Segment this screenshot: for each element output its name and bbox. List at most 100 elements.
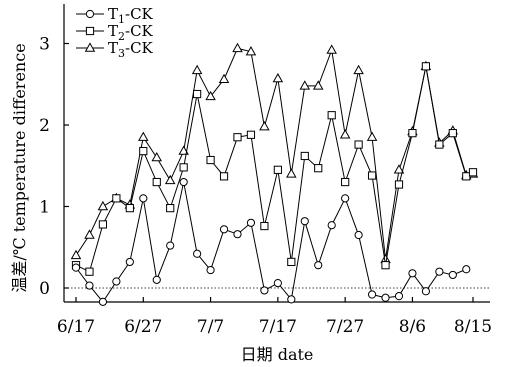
data-point-triangle xyxy=(393,164,405,174)
data-point-circle xyxy=(354,230,363,240)
data-point-triangle xyxy=(191,64,203,75)
data-point-circle xyxy=(341,194,350,203)
data-point-circle xyxy=(166,241,175,250)
series-line xyxy=(75,181,467,303)
data-point-circle xyxy=(260,286,269,295)
data-point-square xyxy=(260,221,269,231)
x-axis-title: 日期 date xyxy=(241,345,314,364)
data-point-circle xyxy=(327,221,336,230)
data-point-square xyxy=(233,133,242,142)
series-square xyxy=(71,62,478,276)
data-point-triangle xyxy=(205,90,216,101)
y-tick-label: 0 xyxy=(39,279,50,299)
data-point-square xyxy=(435,140,444,149)
data-point-square xyxy=(287,257,296,267)
data-point-circle xyxy=(381,293,390,302)
data-point-square xyxy=(394,180,404,189)
data-point-square xyxy=(448,129,457,138)
data-point-square xyxy=(139,146,148,156)
data-point-circle xyxy=(206,265,215,275)
data-point-square xyxy=(462,172,471,181)
data-point-circle xyxy=(367,290,377,299)
data-point-square xyxy=(273,165,282,174)
y-tick-label: 1 xyxy=(39,198,50,218)
plot-frame xyxy=(63,4,490,303)
data-point-circle xyxy=(246,218,256,227)
data-point-circle xyxy=(462,265,471,274)
data-point-square xyxy=(112,194,121,203)
data-point-square xyxy=(367,171,377,180)
data-point-triangle xyxy=(178,145,189,155)
data-point-square xyxy=(327,111,336,120)
legend-label: T1-CK xyxy=(108,5,154,26)
series-circle xyxy=(71,177,471,306)
data-point-square xyxy=(341,177,350,187)
data-point-triangle xyxy=(339,129,351,139)
y-axis-ticks: 0 1 2 3 xyxy=(39,35,69,299)
data-point-square xyxy=(408,129,417,138)
data-point-circle xyxy=(287,295,296,304)
data-point-square xyxy=(354,140,363,149)
data-point-circle xyxy=(435,267,444,276)
data-point-triangle xyxy=(84,229,95,239)
x-tick-label: 6/27 xyxy=(124,317,162,337)
data-point-circle xyxy=(300,217,309,226)
legend-item: T2-CK xyxy=(76,22,154,43)
x-axis-ticks: 6/17 6/27 7/7 7/17 7/27 8/6 8/15 xyxy=(57,297,492,337)
data-point-triangle xyxy=(245,46,257,56)
x-tick-label: 7/27 xyxy=(326,317,364,337)
data-point-square xyxy=(98,220,108,229)
data-point-square xyxy=(381,261,390,270)
data-point-triangle xyxy=(326,44,337,54)
data-point-circle xyxy=(112,277,121,286)
data-point-triangle xyxy=(138,131,149,141)
series-triangle xyxy=(70,42,479,264)
data-point-circle xyxy=(85,281,94,290)
y-tick-label: 2 xyxy=(39,116,50,136)
data-point-square xyxy=(166,204,175,213)
data-point-square xyxy=(152,177,161,187)
y-tick-label: 3 xyxy=(39,35,50,55)
data-point-square xyxy=(193,89,202,99)
data-point-square xyxy=(314,164,323,173)
series-layer xyxy=(70,42,479,306)
legend-label: T3-CK xyxy=(108,39,154,60)
x-tick-label: 8/15 xyxy=(454,317,492,337)
data-point-circle xyxy=(85,9,95,19)
data-point-square xyxy=(85,26,95,36)
data-point-circle xyxy=(139,194,148,203)
data-point-triangle xyxy=(299,80,311,90)
data-point-circle xyxy=(179,177,188,187)
data-point-circle xyxy=(273,279,282,288)
data-point-triangle xyxy=(97,200,109,211)
data-point-circle xyxy=(98,297,108,306)
data-point-triangle xyxy=(259,121,270,131)
data-point-square xyxy=(468,168,478,177)
data-point-square xyxy=(125,204,134,213)
x-tick-label: 7/7 xyxy=(197,317,224,337)
data-point-triangle xyxy=(366,131,378,141)
data-point-circle xyxy=(152,275,161,284)
data-point-circle xyxy=(71,263,81,272)
data-point-circle xyxy=(408,269,417,278)
data-point-square xyxy=(85,267,94,276)
y-axis-title: 温差/℃ temperature difference xyxy=(10,43,29,292)
data-point-circle xyxy=(233,230,242,239)
legend-label: T2-CK xyxy=(108,22,154,43)
legend-item: T1-CK xyxy=(76,5,154,26)
x-tick-label: 6/17 xyxy=(57,317,95,337)
legend-item: T3-CK xyxy=(76,39,154,60)
data-point-circle xyxy=(421,287,430,296)
data-point-square xyxy=(246,130,256,139)
data-point-square xyxy=(421,62,430,71)
data-point-triangle xyxy=(286,168,297,178)
data-point-triangle xyxy=(84,42,96,52)
data-point-triangle xyxy=(272,72,284,83)
data-point-square xyxy=(300,151,309,161)
x-tick-label: 7/17 xyxy=(259,317,297,337)
data-point-square xyxy=(179,163,188,172)
data-point-triangle xyxy=(218,73,230,84)
data-point-circle xyxy=(394,292,404,301)
